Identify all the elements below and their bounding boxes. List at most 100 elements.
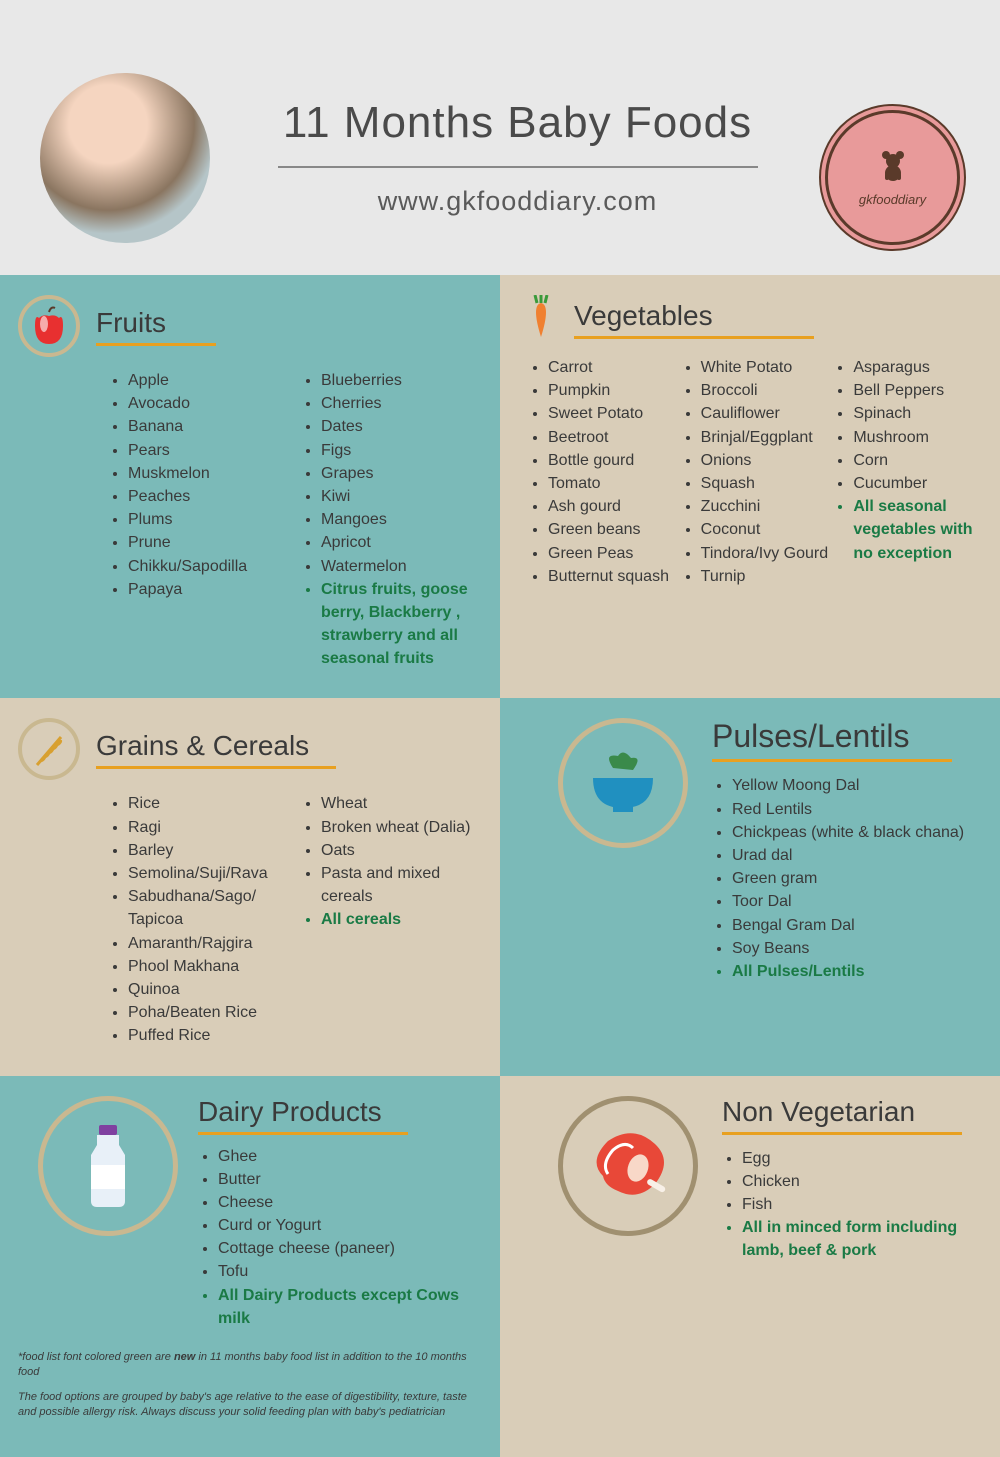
list-item: Puffed Rice: [128, 1024, 289, 1047]
list-item: Fish: [742, 1193, 982, 1216]
list-item: Butternut squash: [548, 565, 677, 588]
list-item: Rice: [128, 792, 289, 815]
fruits-col2: BlueberriesCherriesDatesFigsGrapesKiwiMa…: [301, 369, 482, 670]
list-item: Ash gourd: [548, 495, 677, 518]
list-item: Bell Peppers: [853, 379, 982, 402]
bowl-icon: [558, 718, 688, 848]
list-item: Papaya: [128, 578, 289, 601]
list-item: Semolina/Suji/Rava: [128, 862, 289, 885]
carrot-icon: [518, 295, 564, 344]
list-item: Oats: [321, 839, 482, 862]
list-item: Curd or Yogurt: [218, 1214, 482, 1237]
list-item: Green Peas: [548, 542, 677, 565]
list-item: Beetroot: [548, 426, 677, 449]
fruits-title: Fruits: [96, 307, 216, 339]
list-item: Tofu: [218, 1260, 482, 1283]
grains-col1: RiceRagiBarleySemolina/Suji/RavaSabudhan…: [108, 792, 289, 1047]
header: 11 Months Baby Foods www.gkfooddiary.com…: [0, 0, 1000, 275]
list-item: Cauliflower: [701, 402, 830, 425]
list-item: Sweet Potato: [548, 402, 677, 425]
list-item: Grapes: [321, 462, 482, 485]
list-item: Coconut: [701, 518, 830, 541]
list-item: Plums: [128, 508, 289, 531]
vegetables-underline: [574, 336, 814, 339]
bear-icon: [878, 149, 908, 188]
list-item-highlight: All in minced form including lamb, beef …: [742, 1216, 982, 1262]
list-item: Chickpeas (white & black chana): [732, 821, 982, 844]
fruits-panel: Fruits AppleAvocadoBananaPearsMuskmelonP…: [0, 275, 500, 698]
list-item-highlight: All Dairy Products except Cows milk: [218, 1284, 482, 1330]
list-item: Broccoli: [701, 379, 830, 402]
list-item: Asparagus: [853, 356, 982, 379]
list-item: White Potato: [701, 356, 830, 379]
veg-col1: CarrotPumpkinSweet PotatoBeetrootBottle …: [528, 356, 677, 588]
list-item: Ragi: [128, 816, 289, 839]
list-item: Toor Dal: [732, 890, 982, 913]
fruits-col1: AppleAvocadoBananaPearsMuskmelonPeachesP…: [108, 369, 289, 601]
list-item: Red Lentils: [732, 798, 982, 821]
list-item: Spinach: [853, 402, 982, 425]
list-item: Kiwi: [321, 485, 482, 508]
grains-title: Grains & Cereals: [96, 730, 336, 762]
list-item: Apple: [128, 369, 289, 392]
grains-panel: Grains & Cereals RiceRagiBarleySemolina/…: [0, 698, 500, 1075]
list-item: Egg: [742, 1147, 982, 1170]
list-item: Green gram: [732, 867, 982, 890]
list-item: Urad dal: [732, 844, 982, 867]
list-item-highlight: All seasonal vegetables with no exceptio…: [853, 495, 982, 565]
list-item: Cucumber: [853, 472, 982, 495]
nonveg-underline: [722, 1132, 962, 1135]
grains-col2: WheatBroken wheat (Dalia) OatsPasta and …: [301, 792, 482, 931]
footnote1a: *food list font colored green are: [18, 1351, 174, 1363]
list-item: Cheese: [218, 1191, 482, 1214]
list-item: Butter: [218, 1168, 482, 1191]
dairy-title: Dairy Products: [198, 1096, 482, 1128]
list-item: Pears: [128, 439, 289, 462]
fruits-underline: [96, 343, 216, 346]
list-item: Soy Beans: [732, 937, 982, 960]
apple-icon: [18, 295, 80, 357]
logo-text: gkfooddiary: [859, 192, 926, 207]
pulses-panel: Pulses/Lentils Yellow Moong DalRed Lenti…: [500, 698, 1000, 1075]
title-divider: [278, 166, 758, 168]
list-item: Yellow Moong Dal: [732, 774, 982, 797]
list-item: Pasta and mixed cereals: [321, 862, 482, 908]
dairy-underline: [198, 1132, 408, 1135]
list-item: Amaranth/Rajgira: [128, 932, 289, 955]
vegetables-panel: Vegetables CarrotPumpkinSweet PotatoBeet…: [500, 275, 1000, 698]
list-item: Bengal Gram Dal: [732, 914, 982, 937]
list-item: Pumpkin: [548, 379, 677, 402]
footnote2: The food options are grouped by baby's a…: [18, 1390, 482, 1420]
pulses-title: Pulses/Lentils: [712, 718, 982, 755]
list-item: Broken wheat (Dalia): [321, 816, 482, 839]
list-item-highlight: All cereals: [321, 908, 482, 931]
logo-badge: gkfooddiary: [825, 110, 960, 245]
site-url: www.gkfooddiary.com: [230, 186, 805, 217]
list-item-highlight: Citrus fruits, goose berry, Blackberry ,…: [321, 578, 482, 671]
vegetables-title: Vegetables: [574, 300, 814, 332]
list-item: Chikku/Sapodilla: [128, 555, 289, 578]
baby-photo: [40, 73, 210, 243]
list-item: Corn: [853, 449, 982, 472]
veg-col3: AsparagusBell PeppersSpinachMushroomCorn…: [833, 356, 982, 565]
title-block: 11 Months Baby Foods www.gkfooddiary.com: [210, 98, 825, 217]
list-item: Barley: [128, 839, 289, 862]
list-item: Figs: [321, 439, 482, 462]
list-item: Banana: [128, 415, 289, 438]
list-item: Prune: [128, 531, 289, 554]
list-item: Wheat: [321, 792, 482, 815]
list-item: Watermelon: [321, 555, 482, 578]
list-item: Mushroom: [853, 426, 982, 449]
list-item: Zucchini: [701, 495, 830, 518]
list-item: Phool Makhana: [128, 955, 289, 978]
milk-bottle-icon: [38, 1096, 178, 1236]
list-item: Cherries: [321, 392, 482, 415]
list-item: Green beans: [548, 518, 677, 541]
list-item: Apricot: [321, 531, 482, 554]
list-item: Chicken: [742, 1170, 982, 1193]
list-item: Peaches: [128, 485, 289, 508]
list-item: Brinjal/Eggplant: [701, 426, 830, 449]
wheat-icon: [18, 718, 80, 780]
list-item: Carrot: [548, 356, 677, 379]
main-title: 11 Months Baby Foods: [230, 98, 805, 148]
